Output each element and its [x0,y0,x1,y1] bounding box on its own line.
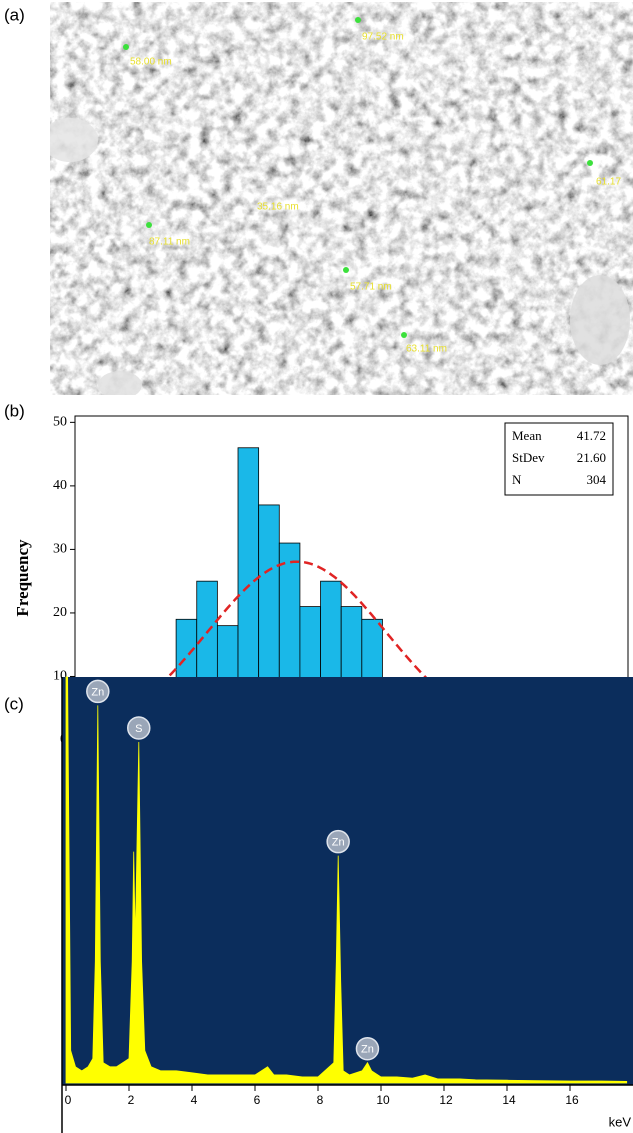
y-axis-label: Frequency [13,539,32,617]
peak-badge [86,679,110,704]
panel-label: (c) [4,694,24,713]
panel-label: (b) [4,401,25,420]
y-tick-label: 50 [53,415,67,430]
plot-background [62,677,633,1085]
measurement: 87.11 nm [149,237,190,248]
x-tick-label: 16 [565,1093,579,1107]
x-tick-label: 4 [191,1093,198,1107]
marker [401,332,407,338]
stat-value: 21.60 [577,450,606,465]
sem-annotations: 58.00 nm 97.52 nm 61.17 35.16 nm 87.11 n… [123,17,621,355]
stat-name: N [512,472,522,487]
y-tick-label: 20 [53,605,67,620]
panel-label: (a) [4,5,25,24]
measurement: 61.17 [596,177,621,188]
x-tick-label: 12 [439,1093,453,1107]
measurement: 58.00 nm [130,57,172,68]
measurement: 97.52 nm [362,32,404,43]
x-tick-label: 8 [317,1093,324,1107]
spectrum-area [65,676,628,1084]
stats-box [504,422,614,496]
measurement: 63.11 nm [406,344,447,355]
x-tick-label: 14 [502,1093,516,1107]
peak-label: Zn [361,1044,374,1056]
stat-value: 41.72 [577,428,606,443]
x-axis-label: keV [609,1114,632,1129]
measurement: 35.16 nm [257,202,299,213]
sem-image [50,2,633,395]
marker [343,267,349,273]
y-tick-label: 30 [53,542,67,557]
marker [146,222,152,228]
sem-particle [50,118,98,162]
marker [587,160,593,166]
peak-badge [127,716,151,740]
sem-particle [98,371,142,395]
x-tick-label: 2 [128,1093,135,1107]
measurement: 57.71 nm [350,282,392,293]
marker [123,44,129,50]
stat-value: 304 [587,472,607,487]
stat-name: StDev [512,450,545,465]
peak-label: S [135,723,142,735]
peak-label: Zn [91,686,104,698]
spectrum: 0 2 4 6 8 10 12 14 16 keV Zn S Zn Zn [61,676,633,1133]
peak-badge [326,829,350,854]
marker [355,17,361,23]
peak-badge [355,1036,380,1061]
peak-label: Zn [332,837,345,849]
sem-texture [50,2,633,395]
x-tick-label: 10 [376,1093,390,1107]
y-tick-label: 40 [53,478,67,493]
sem-particle [570,275,630,365]
x-tick-label: 6 [254,1093,261,1107]
x-tick-label: 0 [65,1093,72,1107]
stat-name: Mean [512,428,542,443]
